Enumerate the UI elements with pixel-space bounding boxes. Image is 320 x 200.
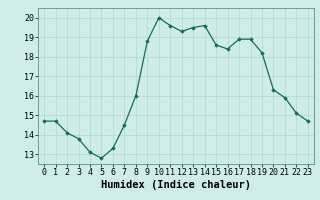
X-axis label: Humidex (Indice chaleur): Humidex (Indice chaleur)	[101, 180, 251, 190]
